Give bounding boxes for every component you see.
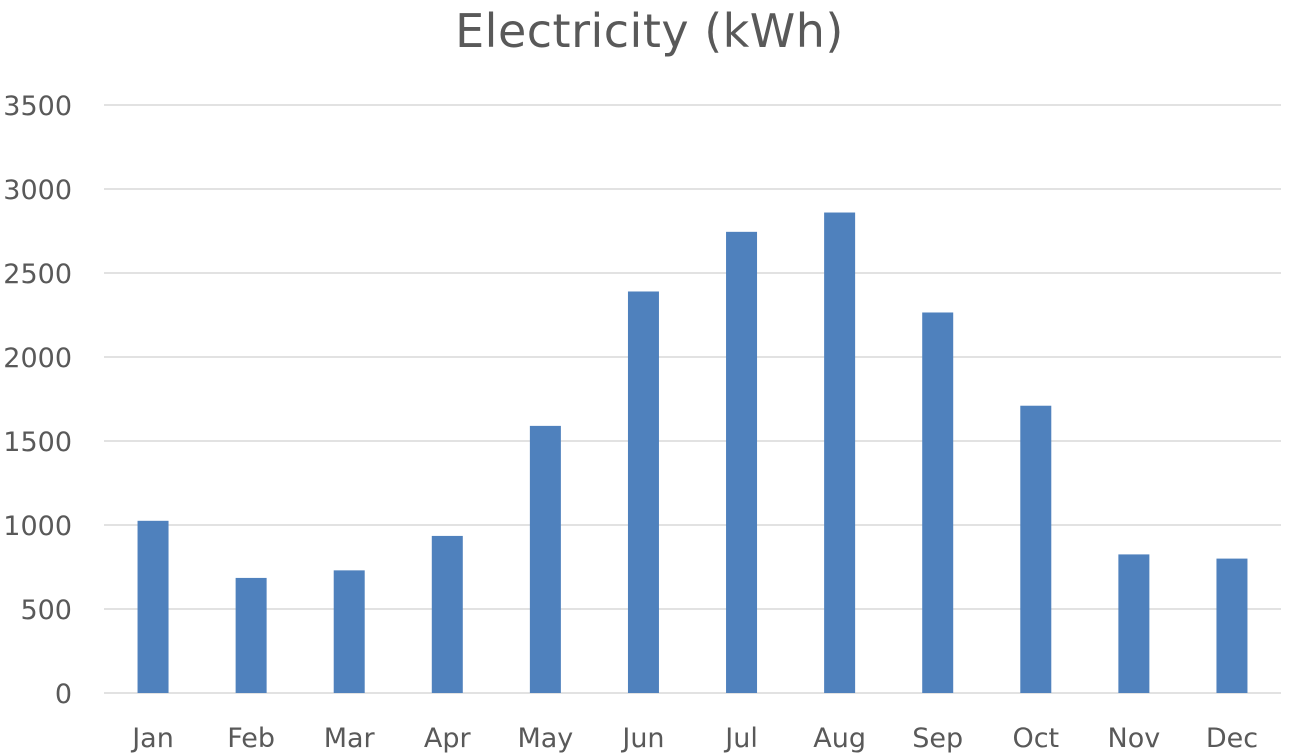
- chart-title: Electricity (kWh): [455, 4, 844, 58]
- bar-jan: [137, 520, 169, 693]
- y-tick-label: 2000: [3, 343, 72, 374]
- y-axis-tick-labels: 0 500 1000 1500 2000 2500 3000 3500: [3, 91, 72, 710]
- y-tick-label: 500: [20, 595, 72, 626]
- y-tick-label: 3500: [3, 91, 72, 122]
- y-tick-label: 3000: [3, 175, 72, 206]
- bar-mar: [333, 570, 365, 693]
- x-tick-label-may: May: [517, 723, 573, 754]
- x-tick-label-mar: Mar: [324, 723, 376, 754]
- x-tick-label-oct: Oct: [1012, 723, 1059, 754]
- x-tick-label-apr: Apr: [424, 723, 472, 754]
- bar-jul: [726, 231, 758, 693]
- y-tick-label: 1500: [3, 427, 72, 458]
- x-tick-label-jul: Jul: [723, 723, 758, 754]
- gridlines: [104, 104, 1281, 694]
- bar-jun: [627, 291, 659, 693]
- bar-may: [529, 425, 561, 693]
- bar-nov: [1118, 554, 1150, 693]
- bars: [137, 212, 1248, 693]
- x-tick-label-aug: Aug: [813, 723, 866, 754]
- bar-aug: [824, 212, 856, 693]
- x-tick-label-dec: Dec: [1206, 723, 1258, 754]
- bar-sep: [922, 312, 954, 693]
- y-tick-label: 0: [55, 679, 72, 710]
- x-tick-label-nov: Nov: [1108, 723, 1161, 754]
- x-tick-label-jan: Jan: [130, 723, 174, 754]
- y-tick-label: 1000: [3, 511, 72, 542]
- x-axis-tick-labels: Jan Feb Mar Apr May Jun Jul Aug Sep Oct Nov Dec: [130, 723, 1258, 754]
- x-tick-label-sep: Sep: [912, 723, 963, 754]
- x-tick-label-jun: Jun: [620, 723, 664, 754]
- bar-feb: [235, 577, 267, 693]
- bar-apr: [431, 535, 463, 693]
- bar-dec: [1216, 558, 1248, 693]
- y-tick-label: 2500: [3, 259, 72, 290]
- bar-oct: [1020, 405, 1052, 693]
- x-tick-label-feb: Feb: [227, 723, 275, 754]
